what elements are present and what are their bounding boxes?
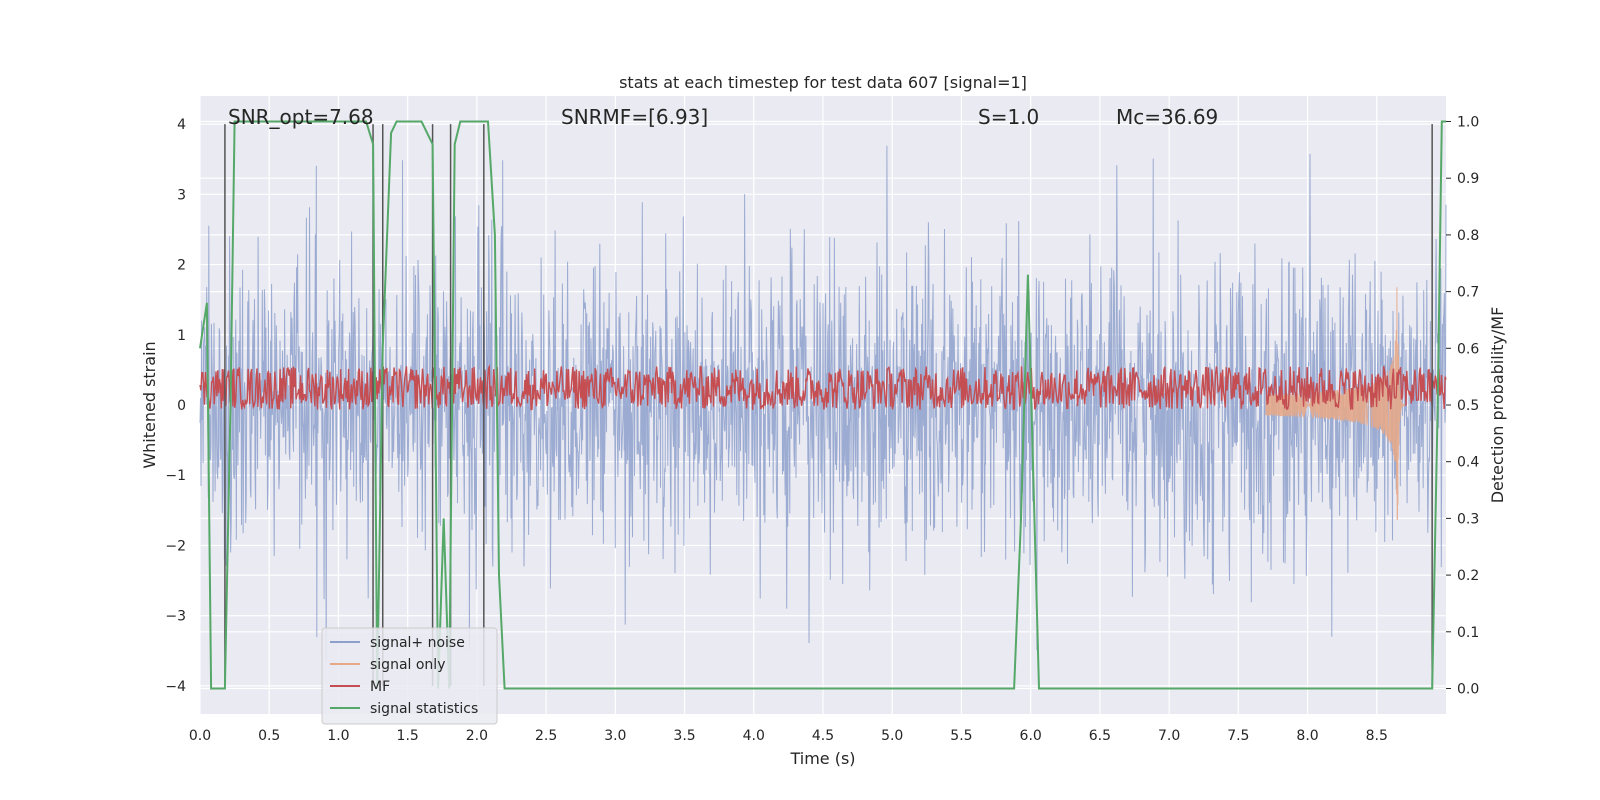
y2-tick-label-6: 0.6 — [1457, 341, 1479, 357]
annotation-snr-mf: SNRMF=[6.93] — [561, 105, 708, 129]
y2-tick-label-9: 0.9 — [1457, 171, 1479, 187]
legend-label-signal-only: signal only — [370, 657, 445, 673]
y2-tick-label-7: 0.7 — [1457, 285, 1479, 301]
y2-tick-label-3: 0.3 — [1457, 511, 1479, 527]
y2-axis-ticks: 0.0 0.1 0.2 0.3 0.4 0.5 0.6 0.7 0.8 0.9 1.0 — [1446, 115, 1479, 697]
x-tick-label-16: 8.0 — [1296, 728, 1318, 744]
x-tick-label-8: 4.0 — [743, 728, 765, 744]
x-tick-label-4: 2.0 — [466, 728, 488, 744]
x-tick-label-11: 5.5 — [950, 728, 972, 744]
x-tick-label-13: 6.5 — [1089, 728, 1111, 744]
y-axis-label: Whitened strain — [140, 341, 159, 468]
y2-axis-label: Detection probability/MF — [1488, 307, 1507, 504]
y-tick-label-5: 1 — [177, 328, 186, 344]
x-tick-label-1: 0.5 — [258, 728, 280, 744]
y-tick-label-2: −2 — [165, 538, 186, 554]
mf-line — [199, 364, 1447, 411]
x-tick-label-9: 4.5 — [812, 728, 834, 744]
annotation-mc: Mc=36.69 — [1116, 105, 1218, 129]
y-tick-label-4: 0 — [177, 398, 186, 414]
y2-tick-label-10: 1.0 — [1457, 115, 1479, 131]
signal-noise-line — [199, 145, 1447, 661]
x-tick-label-12: 6.0 — [1020, 728, 1042, 744]
y2-tick-label-0: 0.0 — [1457, 681, 1479, 697]
chart-title: stats at each timestep for test data 607… — [619, 73, 1027, 92]
y2-tick-label-4: 0.4 — [1457, 455, 1479, 471]
x-tick-label-15: 7.5 — [1227, 728, 1249, 744]
x-tick-label-2: 1.0 — [327, 728, 349, 744]
x-axis-ticks: 0.0 0.5 1.0 1.5 2.0 2.5 3.0 3.5 4.0 4.5 5.0 5.5 6.0 6… — [189, 728, 1388, 744]
y2-tick-label-5: 0.5 — [1457, 398, 1479, 414]
y-tick-label-1: −3 — [165, 609, 186, 625]
x-tick-label-5: 2.5 — [535, 728, 557, 744]
annotation-snr-opt: SNR_opt=7.68 — [228, 105, 374, 129]
legend: signal+ noise signal only MF signal stat… — [321, 627, 498, 725]
x-tick-label-3: 1.5 — [397, 728, 419, 744]
series-signal-noise — [199, 145, 1447, 661]
y-tick-label-8: 4 — [177, 117, 186, 133]
y2-tick-label-2: 0.2 — [1457, 568, 1479, 584]
x-tick-label-14: 7.0 — [1158, 728, 1180, 744]
x-tick-label-17: 8.5 — [1366, 728, 1388, 744]
annotation-s: S=1.0 — [978, 105, 1039, 129]
y-tick-label-7: 3 — [177, 187, 186, 203]
x-axis-label: Time (s) — [789, 749, 855, 768]
x-tick-label-6: 3.0 — [604, 728, 626, 744]
legend-label-signal-noise: signal+ noise — [370, 635, 465, 651]
series-mf — [199, 364, 1447, 411]
legend-label-mf: MF — [370, 679, 390, 695]
y-tick-label-6: 2 — [177, 258, 186, 274]
y-tick-label-0: −4 — [165, 679, 186, 695]
y-axis-ticks: −4 −3 −2 −1 0 1 2 3 4 — [165, 117, 186, 695]
y2-tick-label-1: 0.1 — [1457, 625, 1479, 641]
legend-label-signal-statistics: signal statistics — [370, 701, 478, 717]
x-tick-label-10: 5.0 — [881, 728, 903, 744]
y-tick-label-3: −1 — [165, 468, 186, 484]
legend-box — [321, 627, 498, 725]
y2-tick-label-8: 0.8 — [1457, 228, 1479, 244]
x-tick-label-0: 0.0 — [189, 728, 211, 744]
x-tick-label-7: 3.5 — [673, 728, 695, 744]
